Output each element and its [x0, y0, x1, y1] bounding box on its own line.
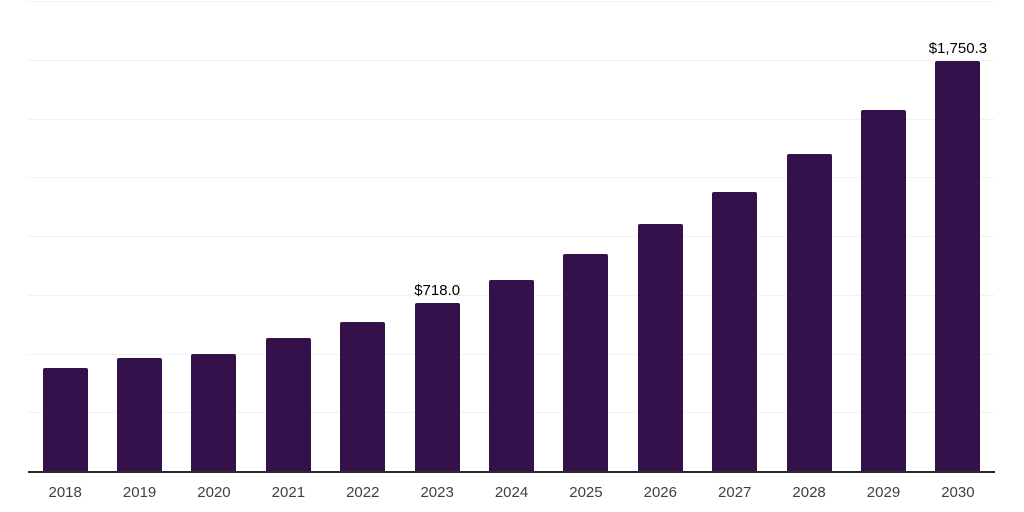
bar — [563, 253, 609, 472]
bar-column: $1,750.3 — [921, 2, 995, 472]
bar — [860, 110, 906, 472]
bar — [191, 354, 237, 472]
bar — [786, 153, 832, 472]
x-axis-tick-label: 2024 — [494, 484, 529, 501]
x-axis-tick-label: 2021 — [271, 484, 306, 501]
x-axis-tick-label: 2020 — [197, 484, 231, 501]
x-axis-tick-label: 2023 — [420, 484, 454, 501]
gridline — [28, 236, 995, 237]
x-axis-tick-label: 2030 — [941, 484, 975, 501]
bar-value-label: $718.0 — [414, 282, 461, 300]
bar — [117, 357, 163, 472]
bar-column — [326, 2, 400, 472]
x-axis-line — [28, 471, 995, 473]
bar — [489, 279, 535, 472]
bar — [42, 368, 88, 472]
bar-column — [102, 2, 176, 472]
bar-column — [251, 2, 325, 472]
x-axis-labels: 2018 2019 2020 2021 2022 2023 2024 2025 2026 2027… — [28, 473, 995, 501]
bars-container: $718.0 $1,750.3 — [28, 2, 995, 472]
x-axis-tick-label: 2019 — [122, 484, 157, 501]
bar-column — [772, 2, 846, 472]
x-axis-tick-label: 2026 — [643, 484, 677, 501]
gridline — [28, 1, 995, 2]
x-axis-tick-label: 2022 — [346, 484, 380, 501]
bar-column — [698, 2, 772, 472]
bar-column: $718.0 — [400, 2, 474, 472]
bar-value-label: $1,750.3 — [928, 39, 988, 57]
x-axis-tick-label: 2025 — [569, 484, 603, 501]
bar — [265, 338, 311, 472]
bar-column — [474, 2, 548, 472]
bar — [414, 303, 460, 472]
gridline — [28, 177, 995, 179]
plot-area: $718.0 $1,750.3 — [28, 1, 995, 473]
bar — [340, 321, 386, 472]
bar-column — [549, 2, 623, 472]
bar-column — [623, 2, 697, 472]
x-axis-tick-label: 2029 — [866, 484, 901, 501]
gridline — [28, 59, 995, 61]
bar — [935, 60, 981, 472]
bar — [637, 223, 683, 472]
bar-column — [846, 2, 920, 472]
gridline — [28, 118, 995, 120]
bar-column — [28, 2, 102, 472]
x-axis-tick-label: 2027 — [718, 484, 752, 501]
x-axis-tick-label: 2018 — [48, 484, 82, 501]
x-axis-tick-label: 2028 — [792, 484, 826, 501]
bar — [712, 191, 758, 472]
bar-column — [177, 2, 251, 472]
